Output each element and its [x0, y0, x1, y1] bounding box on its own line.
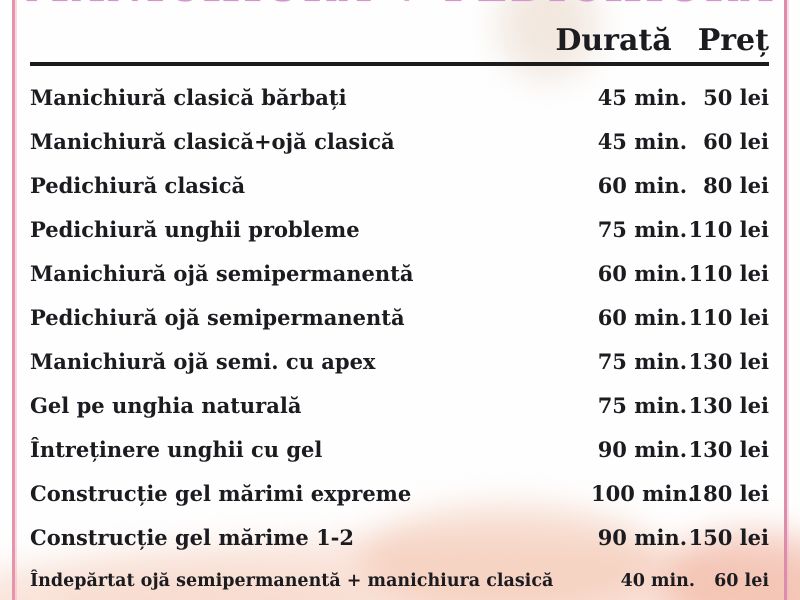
table-row: Gel pe unghia naturală 75 min. 130 lei	[15, 383, 784, 427]
service-name: Pedichiură ojă semipermanentă	[30, 304, 405, 330]
service-duration: 100 min.	[591, 480, 695, 506]
service-price: 110 lei	[688, 216, 769, 242]
table-rows: Manichiură clasică bărbați 45 min. 50 le…	[15, 75, 784, 600]
service-name: Manichiură ojă semi. cu apex	[30, 348, 376, 374]
right-pink-border	[784, 0, 789, 600]
service-duration: 90 min.	[597, 524, 687, 550]
service-price: 110 lei	[688, 260, 769, 286]
service-name: Construcție gel mărimi expreme	[30, 480, 412, 506]
table-row: Construcție gel mărimi expreme 100 min. …	[15, 471, 784, 515]
service-price: 130 lei	[688, 392, 769, 418]
service-price: 60 lei	[714, 571, 769, 591]
table-row: Manichiură clasică+ojă clasică 45 min. 6…	[15, 119, 784, 163]
service-name: Pedichiură clasică	[30, 172, 246, 198]
table-row: Întreținere unghii cu gel 90 min. 130 le…	[15, 427, 784, 471]
service-name: Întreținere unghii cu gel	[30, 436, 323, 462]
service-name: Manichiură clasică+ojă clasică	[30, 128, 395, 154]
header-divider	[30, 62, 769, 66]
service-price: 60 lei	[703, 128, 769, 154]
service-duration: 45 min.	[597, 84, 687, 110]
left-pink-border	[12, 0, 17, 600]
service-name: Îndepărtat ojă semipermanentă + manichiu…	[30, 571, 554, 591]
service-name: Gel pe unghia naturală	[30, 392, 302, 418]
service-duration: 75 min.	[597, 348, 687, 374]
table-row: Îndepărtat ojă semipermanentă + manichiu…	[15, 559, 784, 600]
service-name: Manichiură ojă semipermanentă	[30, 260, 414, 286]
service-name: Pedichiură unghii probleme	[30, 216, 360, 242]
table-row: Construcție gel mărime 1-2 90 min. 150 l…	[15, 515, 784, 559]
table-header: Durată Preț	[15, 0, 784, 57]
service-duration: 75 min.	[597, 216, 687, 242]
table-row: Manichiură clasică bărbați 45 min. 50 le…	[15, 75, 784, 119]
column-header-price: Preț	[697, 23, 769, 58]
service-duration: 60 min.	[597, 172, 687, 198]
service-price: 130 lei	[688, 348, 769, 374]
table-row: Manichiură ojă semipermanentă 60 min. 11…	[15, 251, 784, 295]
service-price: 110 lei	[688, 304, 769, 330]
page-title: MANICHIURĂ + PEDICHIURĂ	[0, 0, 800, 11]
service-price: 180 lei	[688, 480, 769, 506]
table-row: Manichiură ojă semi. cu apex 75 min. 130…	[15, 339, 784, 383]
service-duration: 75 min.	[597, 392, 687, 418]
service-price: 130 lei	[688, 436, 769, 462]
service-price: 80 lei	[703, 172, 769, 198]
service-duration: 40 min.	[620, 571, 695, 591]
service-price: 150 lei	[688, 524, 769, 550]
table-row: Pedichiură ojă semipermanentă 60 min. 11…	[15, 295, 784, 339]
service-name: Manichiură clasică bărbați	[30, 84, 347, 110]
table-row: Pedichiură unghii probleme 75 min. 110 l…	[15, 207, 784, 251]
price-table: Durată Preț Manichiură clasică bărbați 4…	[15, 0, 784, 600]
service-duration: 90 min.	[597, 436, 687, 462]
service-price: 50 lei	[703, 84, 769, 110]
service-name: Construcție gel mărime 1-2	[30, 524, 355, 550]
table-row: Pedichiură clasică 60 min. 80 lei	[15, 163, 784, 207]
service-duration: 60 min.	[597, 304, 687, 330]
service-duration: 45 min.	[597, 128, 687, 154]
column-header-duration: Durată	[555, 23, 672, 58]
service-duration: 60 min.	[597, 260, 687, 286]
